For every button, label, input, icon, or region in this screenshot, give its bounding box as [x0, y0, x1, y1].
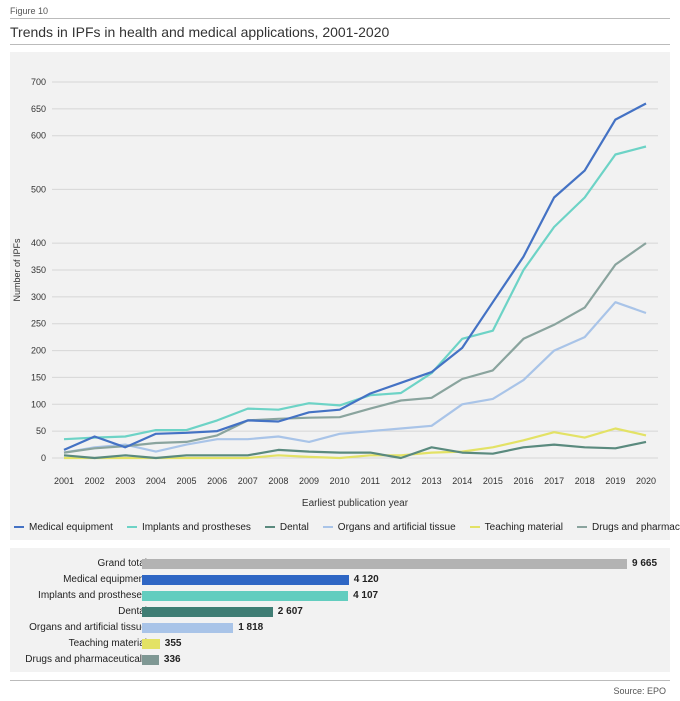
- bar: [142, 639, 160, 649]
- bar-category-label: Medical equipment: [63, 574, 147, 585]
- bar: [142, 655, 159, 665]
- legend-item: Implants and prostheses: [126, 521, 251, 533]
- series-line-organs-and-artificial-tissue: [63, 301, 647, 454]
- bar-category-label: Drugs and pharmaceuticals: [25, 654, 147, 665]
- x-tick-label: 2005: [177, 476, 197, 486]
- bar-row: Grand total 9 665: [10, 556, 670, 572]
- x-tick-label: 2001: [54, 476, 74, 486]
- bar-category-label: Organs and artificial tissue: [29, 622, 147, 633]
- bar-category-label: Teaching material: [68, 638, 147, 649]
- x-tick-label: 2018: [575, 476, 595, 486]
- line-chart: 0 50 100 150 200 250 300 350 400 500 600 650 700 200…: [12, 77, 658, 509]
- bar-value-label: 1 818: [238, 622, 264, 633]
- series-layer: [63, 102, 647, 460]
- bar: [142, 623, 234, 633]
- series-line-dental: [63, 440, 647, 460]
- legend-label: Medical equipment: [29, 521, 113, 533]
- x-tick-label: 2020: [636, 476, 656, 486]
- y-tick-label: 700: [31, 77, 46, 87]
- bar-value-label: 2 607: [277, 606, 303, 617]
- legend-item: Drugs and pharmaceuticals: [577, 522, 680, 533]
- x-tick-label: 2017: [544, 476, 564, 486]
- x-tick-label: 2015: [483, 476, 503, 486]
- series-line-implants-and-prostheses: [63, 145, 647, 441]
- x-tick-label: 2019: [605, 476, 625, 486]
- x-tick-label: 2004: [146, 476, 166, 486]
- x-tick-label: 2012: [391, 476, 411, 486]
- bar: [142, 559, 627, 569]
- y-tick-label: 100: [31, 399, 46, 409]
- bar-row: Organs and artificial tissue 1 818: [10, 620, 670, 636]
- legend-label: Drugs and pharmaceuticals: [592, 521, 680, 533]
- y-tick-label: 150: [31, 372, 46, 382]
- y-axis-title: Number of IPFs: [12, 238, 22, 302]
- legend-item: Teaching material: [469, 521, 564, 533]
- legend-swatch: [322, 526, 333, 528]
- x-tick-label: 2010: [330, 476, 350, 486]
- y-tick-label: 650: [31, 104, 46, 114]
- legend-label: Teaching material: [484, 521, 564, 533]
- y-tick-label: 500: [31, 184, 46, 194]
- x-axis-title: Earliest publication year: [302, 498, 409, 509]
- legend-swatch: [577, 526, 588, 528]
- bar-value-label: 355: [164, 638, 182, 649]
- bar-value-label: 336: [163, 654, 181, 665]
- legend-item: Organs and artificial tissue: [322, 521, 456, 533]
- bar: [142, 575, 349, 585]
- bar-category-label: Dental: [118, 606, 147, 617]
- series-line-drugs-and-pharmaceuticals: [63, 242, 647, 454]
- bar-row: Teaching material 355: [10, 636, 670, 652]
- legend-label: Dental: [279, 521, 309, 533]
- chart-title: Trends in IPFs in health and medical app…: [10, 24, 390, 40]
- y-tick-label: 600: [31, 131, 46, 141]
- x-tick-label: 2008: [268, 476, 288, 486]
- bar-value-label: 9 665: [632, 558, 658, 569]
- grid-layer: [52, 81, 658, 459]
- legend-swatch: [469, 526, 480, 528]
- x-tick-label: 2011: [361, 476, 380, 486]
- x-tick-label: 2016: [513, 476, 533, 486]
- x-tick-label: 2014: [452, 476, 472, 486]
- x-tick-label: 2009: [299, 476, 319, 486]
- y-tick-label: 400: [31, 238, 46, 248]
- legend: Medical equipment Implants and prostheses…: [14, 519, 680, 535]
- bar-row: Medical equipment 4 120: [10, 572, 670, 588]
- y-tick-labels: 0 50 100 150 200 250 300 350 400 500 600 650 700: [31, 77, 46, 463]
- bar-value-label: 4 120: [353, 574, 379, 585]
- source-note: Source: EPO: [613, 686, 666, 696]
- bar: [142, 607, 273, 617]
- series-line-medical-equipment: [63, 102, 647, 451]
- bar-row: Drugs and pharmaceuticals 336: [10, 652, 670, 668]
- footer-rule: [10, 680, 670, 681]
- legend-swatch: [14, 526, 24, 528]
- title-rule-bottom: [10, 44, 670, 45]
- legend-label: Organs and artificial tissue: [337, 521, 456, 533]
- bar-category-label: Grand total: [97, 558, 147, 569]
- legend-item: Medical equipment: [14, 522, 113, 533]
- y-tick-label: 50: [36, 426, 46, 436]
- legend-item: Dental: [264, 521, 309, 533]
- bar-value-label: 4 107: [353, 590, 379, 601]
- bar-category-label: Implants and prostheses: [38, 590, 147, 601]
- x-tick-label: 2003: [115, 476, 135, 486]
- bar-chart: Grand total 9 665 Medical equipment 4 120 Im…: [10, 556, 670, 668]
- bar-row: Implants and prostheses 4 107: [10, 588, 670, 604]
- legend-swatch: [126, 526, 137, 528]
- legend-label: Implants and prostheses: [141, 521, 251, 533]
- legend-swatch: [264, 526, 275, 528]
- x-tick-label: 2002: [85, 476, 105, 486]
- y-tick-label: 0: [41, 453, 46, 463]
- figure-label: Figure 10: [10, 6, 49, 16]
- y-tick-label: 200: [31, 346, 46, 356]
- x-tick-labels: 2001 2002 2003 2004 2005 2006 2007 2008 2009 2010…: [54, 476, 656, 486]
- x-tick-label: 2006: [207, 476, 227, 486]
- title-rule-top: [10, 18, 670, 19]
- y-tick-label: 350: [31, 265, 46, 275]
- bar-row: Dental 2 607: [10, 604, 670, 620]
- x-tick-label: 2013: [422, 476, 442, 486]
- y-tick-label: 300: [31, 292, 46, 302]
- y-tick-label: 250: [31, 319, 46, 329]
- bar: [142, 591, 349, 601]
- x-tick-label: 2007: [238, 476, 258, 486]
